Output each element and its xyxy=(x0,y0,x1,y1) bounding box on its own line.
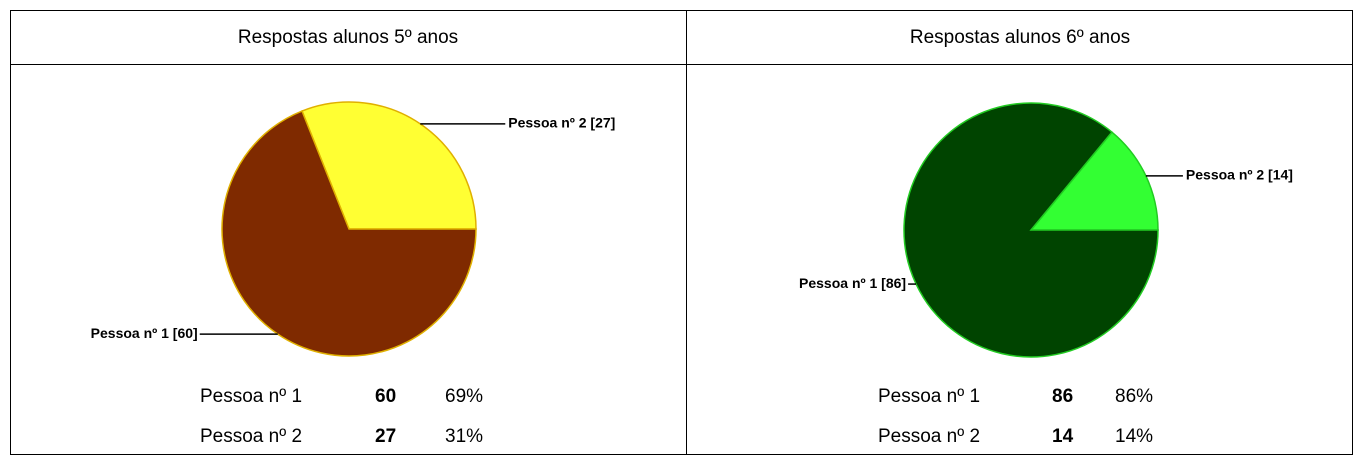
stat-name: Pessoa nº 2 xyxy=(878,426,980,447)
stat-name: Pessoa nº 1 xyxy=(200,386,302,407)
pie-slice xyxy=(221,110,477,357)
stat-name: Pessoa nº 1 xyxy=(878,386,980,407)
slice-label: Pessoa nº 1 [60] xyxy=(91,325,198,341)
stat-percent: 69% xyxy=(445,386,483,407)
stat-percent: 31% xyxy=(445,426,483,447)
stat-value: 14 xyxy=(1052,426,1074,447)
slice-label: Pessoa nº 2 [14] xyxy=(1186,167,1293,183)
slice-label: Pessoa nº 1 [86] xyxy=(799,275,906,291)
stat-value: 86 xyxy=(1052,386,1073,407)
stat-percent: 86% xyxy=(1115,386,1153,407)
pie-slice xyxy=(903,102,1159,358)
stat-value: 27 xyxy=(375,426,396,447)
pie-slice xyxy=(1029,131,1159,231)
slice-label: Pessoa nº 2 [27] xyxy=(508,115,615,131)
column-header: Respostas alunos 6º anos xyxy=(910,27,1130,48)
stat-percent: 14% xyxy=(1115,426,1153,447)
pie-slice xyxy=(301,101,477,230)
stat-value: 60 xyxy=(375,386,396,407)
column-header: Respostas alunos 5º anos xyxy=(238,27,458,48)
stat-name: Pessoa nº 2 xyxy=(200,426,302,447)
